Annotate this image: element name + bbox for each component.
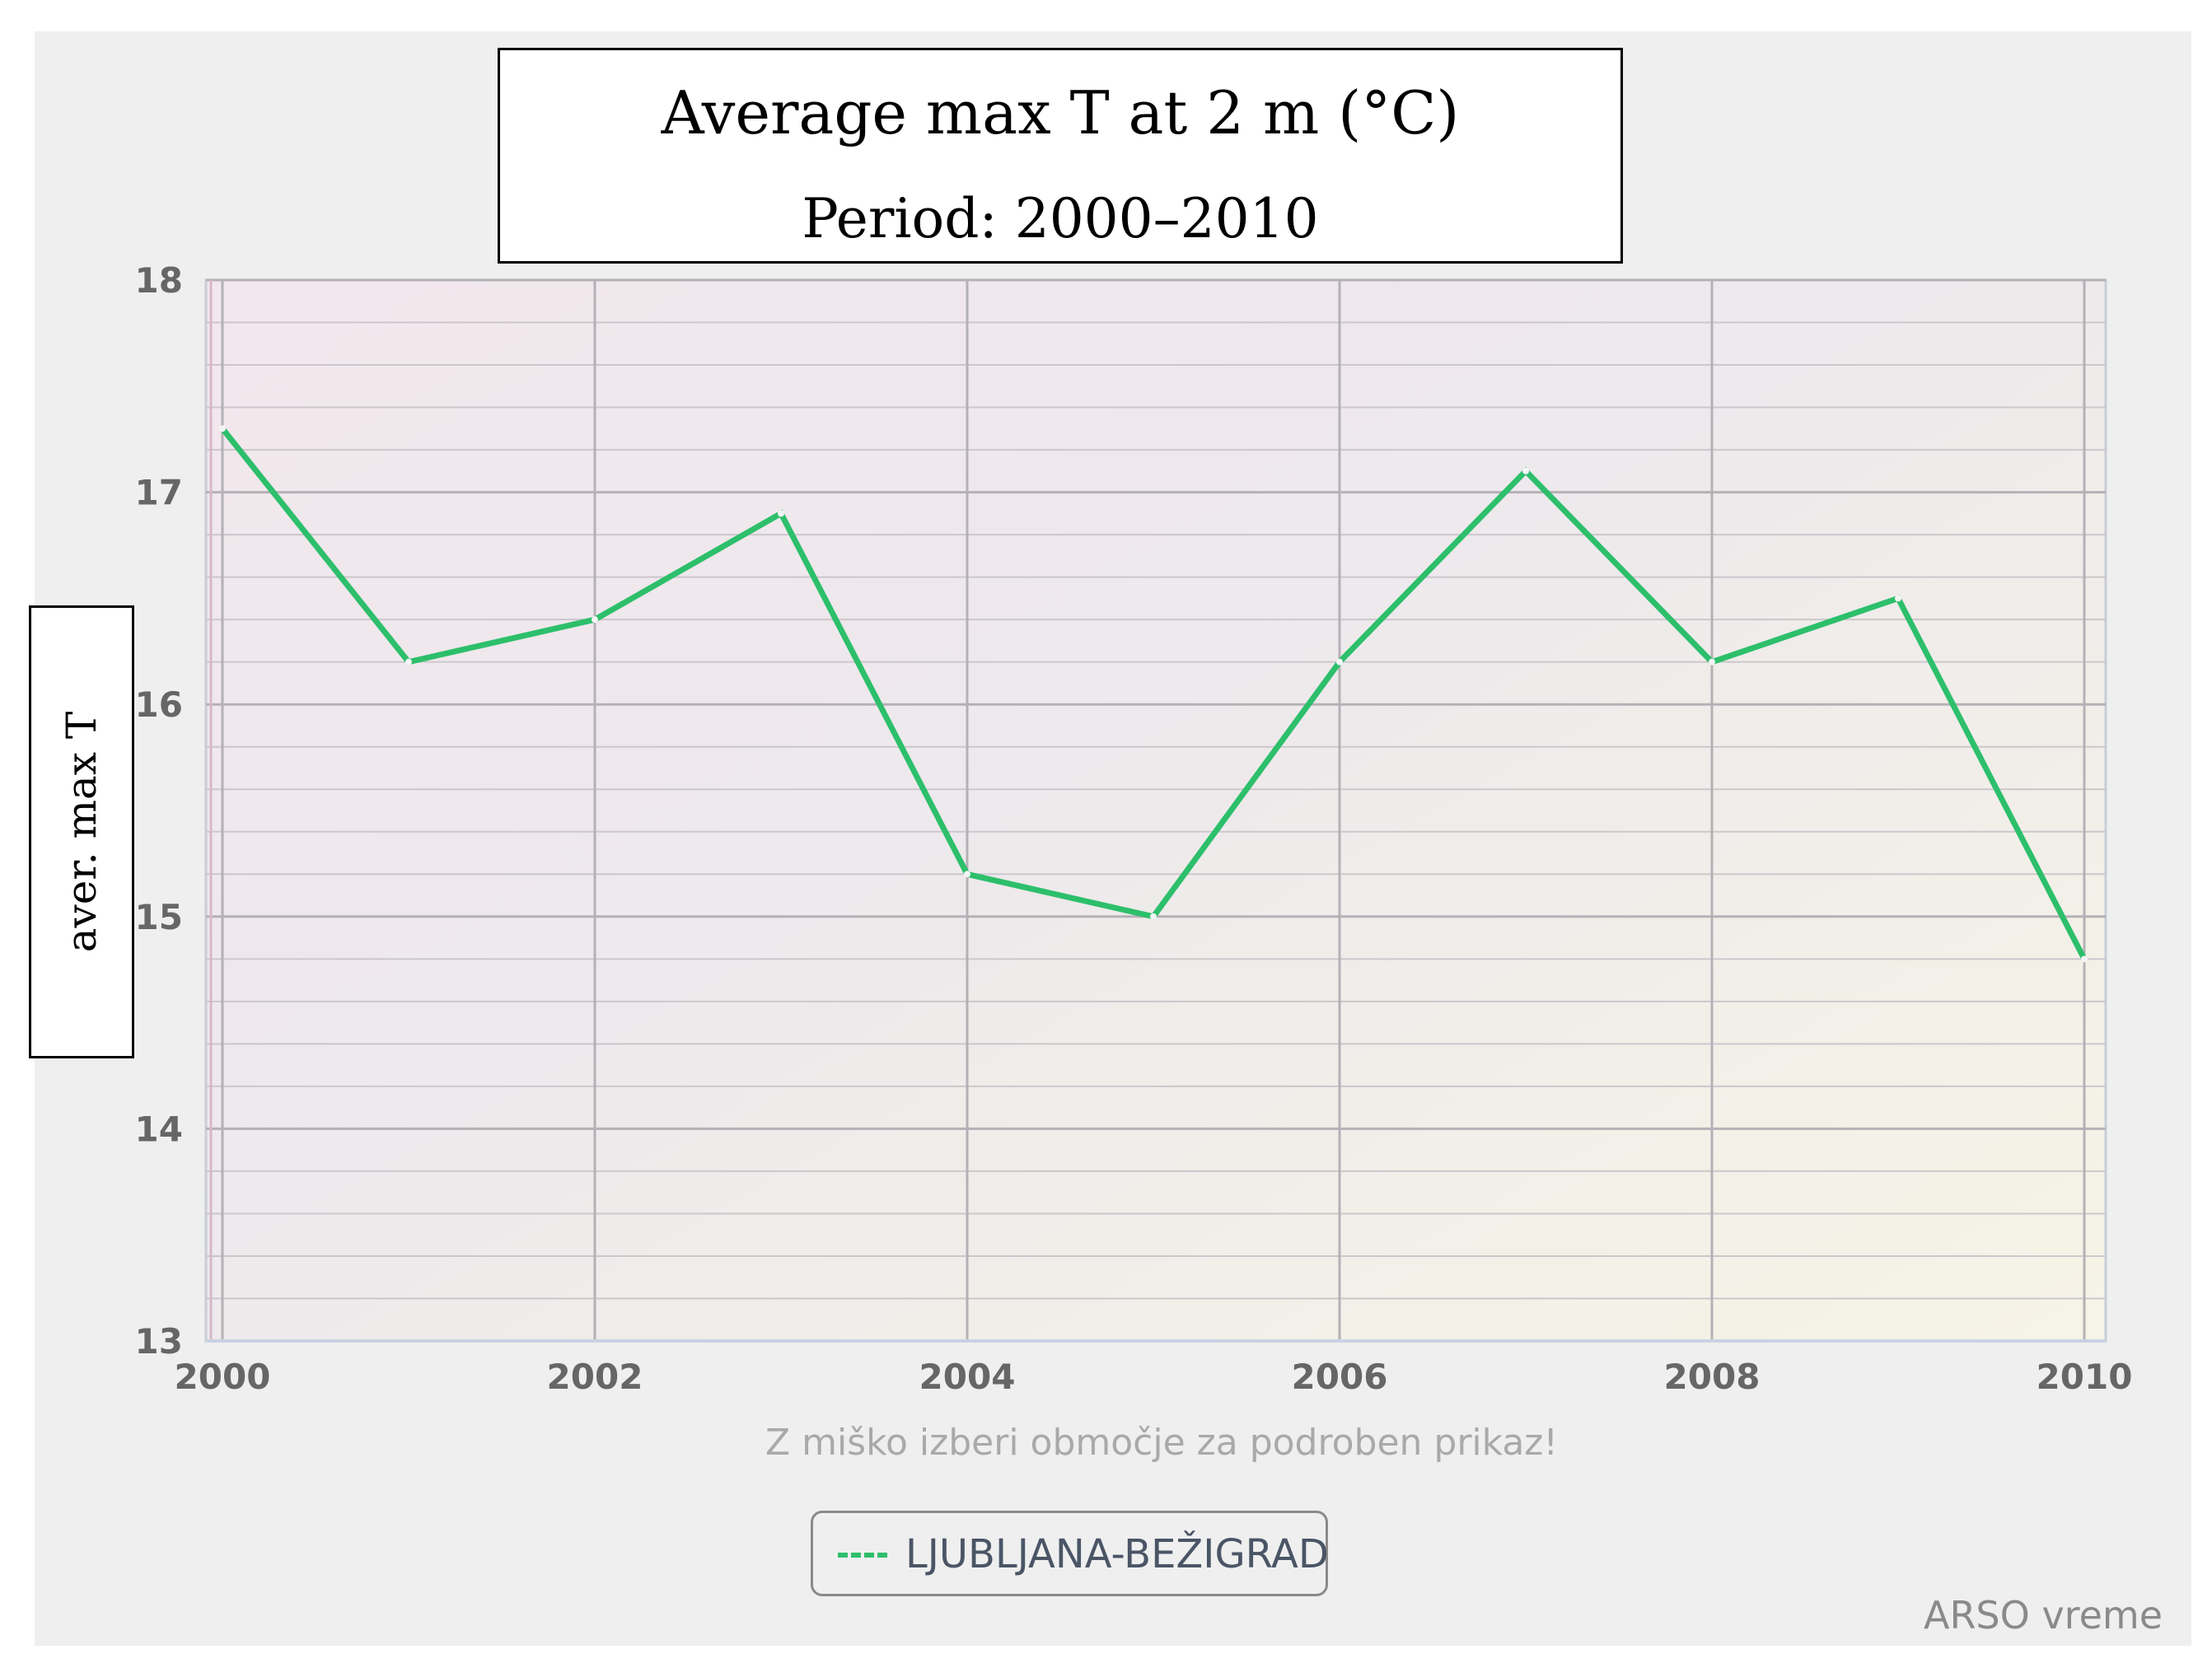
y-tick-label: 14 — [135, 1109, 183, 1149]
y-axis-label: aver. max T — [58, 711, 105, 953]
data-point[interactable] — [1709, 658, 1715, 666]
data-point[interactable] — [2081, 955, 2088, 963]
data-point[interactable] — [219, 425, 226, 432]
data-point[interactable] — [1895, 595, 1901, 602]
y-axis-label-box: aver. max T — [29, 605, 134, 1058]
data-point[interactable] — [1336, 658, 1343, 666]
chart-subtitle: Period: 2000–2010 — [802, 187, 1319, 250]
zoom-hint-text: Z miško izberi območje za podroben prika… — [765, 1422, 1559, 1464]
x-tick-label: 2002 — [547, 1357, 643, 1397]
y-tick-label: 15 — [135, 897, 183, 937]
legend[interactable]: LJUBLJANA-BEŽIGRAD — [811, 1511, 1329, 1596]
x-tick-label: 2008 — [1664, 1357, 1761, 1397]
y-tick-label: 17 — [135, 473, 183, 513]
data-point[interactable] — [405, 658, 412, 666]
x-tick-label: 2000 — [175, 1357, 271, 1397]
y-tick-label: 13 — [135, 1321, 183, 1362]
data-point[interactable] — [964, 871, 970, 878]
y-tick-label: 16 — [135, 684, 183, 725]
legend-swatch — [838, 1553, 887, 1558]
credit-text[interactable]: ARSO vreme — [1924, 1593, 2163, 1637]
legend-label[interactable]: LJUBLJANA-BEŽIGRAD — [905, 1531, 1329, 1577]
data-point[interactable] — [1150, 913, 1157, 920]
plot-area[interactable] — [204, 278, 2107, 1343]
x-tick-label: 2006 — [1292, 1357, 1388, 1397]
y-tick-label: 18 — [135, 260, 183, 301]
data-point[interactable] — [592, 616, 598, 624]
x-tick-label: 2010 — [2037, 1357, 2133, 1397]
data-point[interactable] — [778, 510, 784, 517]
data-point[interactable] — [1522, 467, 1529, 474]
x-tick-label: 2004 — [919, 1357, 1016, 1397]
chart-title-box: Average max T at 2 m (°C) Period: 2000–2… — [498, 48, 1623, 264]
chart-title: Average max T at 2 m (°C) — [661, 78, 1460, 147]
